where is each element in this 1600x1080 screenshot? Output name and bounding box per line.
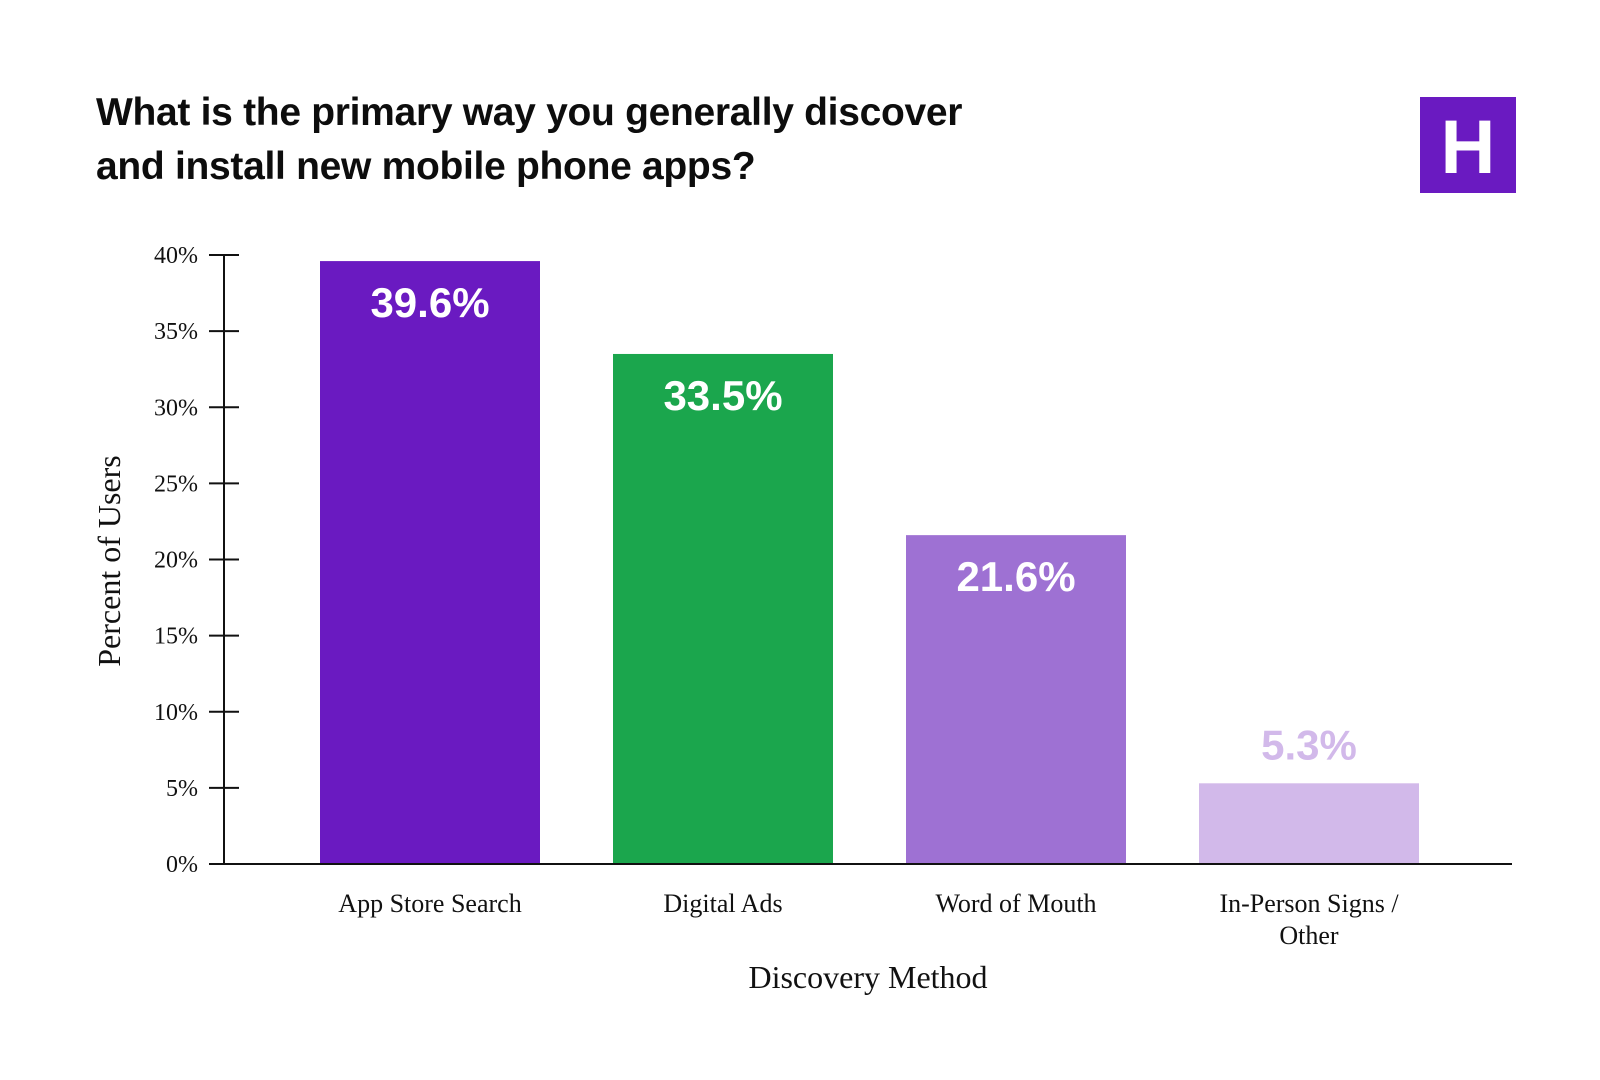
chart-title-line-2: and install new mobile phone apps?	[96, 145, 756, 188]
chart-title: What is the primary way you generally di…	[96, 86, 1096, 194]
bar-value-labels: 39.6% 33.5% 21.6% 5.3%	[370, 279, 1356, 768]
y-tick-label: 40%	[154, 243, 198, 269]
x-category-label: Word of Mouth	[935, 889, 1096, 918]
y-axis-ticks: 0% 5% 10% 15% 20% 25% 30% 35% 40%	[154, 243, 239, 878]
bar-value-label: 33.5%	[663, 372, 782, 419]
x-axis-category-labels: App Store Search Digital Ads Word of Mouth…	[338, 889, 1399, 950]
y-axis-title: Percent of Users	[91, 455, 127, 666]
y-tick-label: 0%	[166, 852, 198, 878]
y-tick-label: 5%	[166, 776, 198, 802]
x-axis-title: Discovery Method	[748, 959, 987, 995]
x-category-label: In-Person Signs / Other	[1219, 889, 1399, 950]
brand-logo-letter: H	[1441, 105, 1496, 190]
y-tick-label: 15%	[154, 624, 198, 650]
chart-title-line-1: What is the primary way you generally di…	[96, 91, 963, 134]
bars	[320, 261, 1419, 865]
y-tick-label: 35%	[154, 319, 198, 345]
bar	[613, 353, 833, 864]
y-tick-label: 25%	[154, 471, 198, 497]
bar-value-label: 5.3%	[1261, 721, 1357, 768]
x-category-label: App Store Search	[338, 889, 521, 918]
y-tick-label: 20%	[154, 548, 198, 574]
bar	[906, 535, 1126, 864]
bar-value-label: 39.6%	[370, 279, 489, 326]
y-tick-label: 30%	[154, 395, 198, 421]
y-tick-label: 10%	[154, 700, 198, 726]
bar	[320, 261, 540, 865]
bar-value-label: 21.6%	[956, 553, 1075, 600]
bar	[1199, 783, 1419, 864]
brand-logo: H	[1420, 97, 1516, 193]
brand-logo-background	[1420, 97, 1516, 193]
x-category-label: Digital Ads	[663, 889, 782, 918]
